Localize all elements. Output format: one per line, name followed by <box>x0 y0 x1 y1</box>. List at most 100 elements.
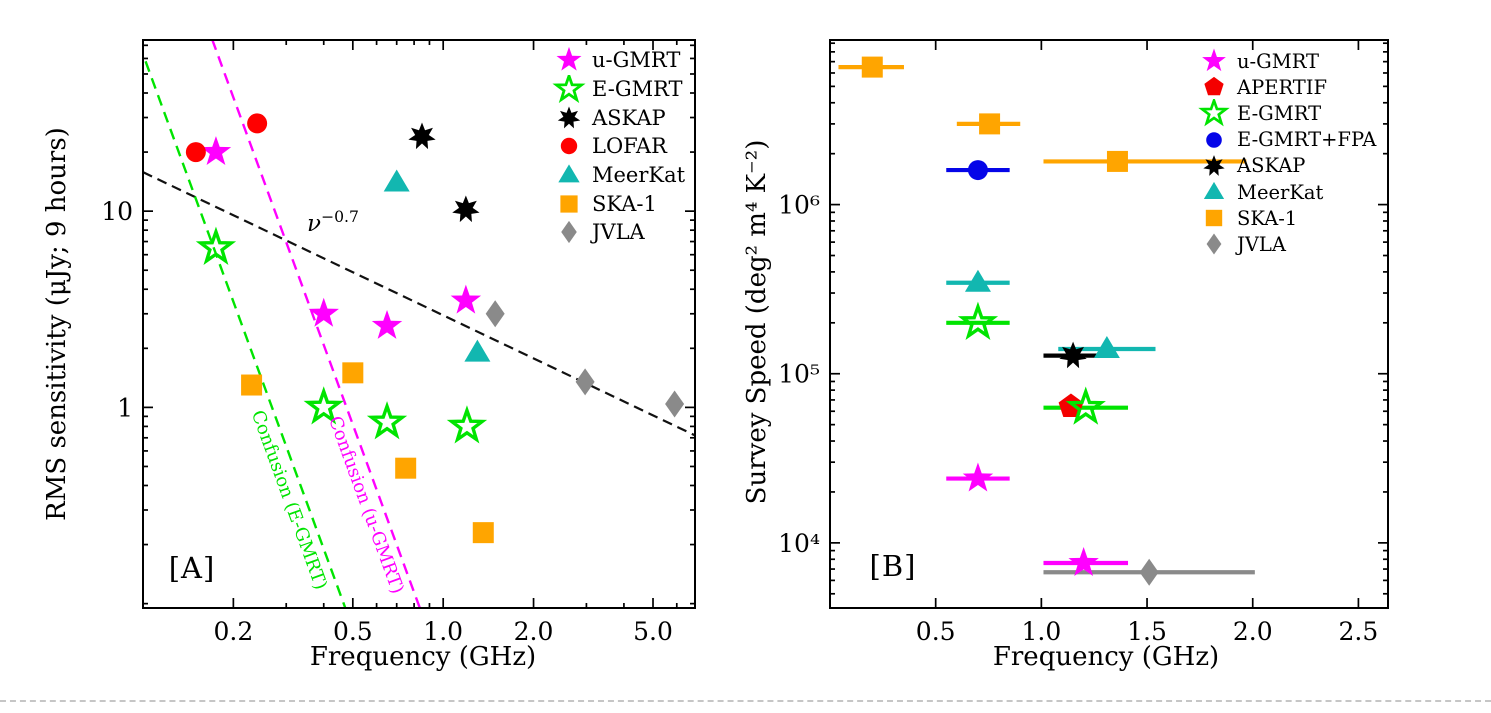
legend-label: E-GMRT <box>592 77 683 102</box>
triangle-icon <box>558 164 580 183</box>
legend-label: LOFAR <box>592 134 667 159</box>
star-marker <box>957 301 999 340</box>
confusion-u-gmrt-line <box>211 40 422 608</box>
panel-a-legend: u-GMRT E-GMRT ASKAP LOFAR MeerKat SKA-1 JVLA <box>550 46 685 247</box>
x-tick-label: 5.0 <box>633 617 673 646</box>
burst-marker <box>1059 341 1087 369</box>
triangle-marker <box>383 169 410 192</box>
y-tick-label: 10⁴ <box>778 529 820 558</box>
legend-item-lofar: LOFAR <box>550 132 685 161</box>
triangle-marker <box>1093 336 1120 359</box>
legend-label: E-GMRT+FPA <box>1237 128 1377 152</box>
legend-item-askap: ASKAP <box>550 103 685 132</box>
legend-label: u-GMRT <box>1237 49 1320 73</box>
legend-label: MeerKat <box>592 163 686 188</box>
circle-icon <box>1206 131 1222 148</box>
x-tick-label: 0.2 <box>213 617 253 646</box>
panel-a-reference-lines <box>143 40 695 608</box>
legend-label: ASKAP <box>592 105 666 130</box>
diamond-icon <box>561 221 577 244</box>
star-icon <box>556 47 582 71</box>
legend-label: JVLA <box>592 220 645 245</box>
square-marker <box>1106 150 1128 172</box>
x-tick-label: 1.0 <box>1021 617 1061 646</box>
legend-label: E-GMRT <box>1237 101 1322 125</box>
legend-item-apertif: APERTIF <box>1195 74 1376 100</box>
legend-item-e-gmrt-fpa: E-GMRT+FPA <box>1195 127 1376 153</box>
star-open-icon <box>552 75 586 104</box>
circle-marker <box>560 138 578 155</box>
star-marker <box>556 47 582 71</box>
diamond-icon <box>1206 233 1222 255</box>
star-icon <box>1202 48 1226 72</box>
legend-label: SKA-1 <box>1237 206 1298 230</box>
star-marker <box>200 136 232 166</box>
legend-item-meerkat: MeerKat <box>550 161 685 190</box>
panel-b-x-axis-label: Frequency (GHz) <box>992 642 1220 672</box>
panel-a-tick-labels: 0.2 0.5 1.0 2.0 5.0 1 10 <box>101 197 673 646</box>
diamond-marker <box>575 368 595 396</box>
square-marker <box>979 113 1001 135</box>
star-marker <box>366 401 408 440</box>
square-marker <box>241 374 263 396</box>
panel-b-tick-labels: 0.5 1.0 1.5 2.0 2.5 10⁴ 10⁵ 10⁶ <box>778 191 1378 646</box>
panel-b-series <box>838 56 1255 586</box>
legend-item-u-gmrt: u-GMRT <box>550 46 685 75</box>
panel-b-plot-area: 0.5 1.0 1.5 2.0 2.5 10⁴ 10⁵ 10⁶ <box>778 39 1389 646</box>
circle-marker <box>1206 131 1222 148</box>
burst-star-icon <box>557 106 581 129</box>
legend-item-askap: ASKAP <box>1195 153 1376 179</box>
diamond-marker <box>1139 558 1159 586</box>
panel-b-legend: u-GMRT APERTIF E-GMRT E-GMRT+FPA ASKAP MeerKa… <box>1195 48 1376 258</box>
burst-star-icon <box>1203 154 1225 176</box>
square-icon <box>560 195 578 213</box>
x-tick-label: 2.0 <box>1233 617 1273 646</box>
diamond-marker <box>665 390 685 418</box>
square-marker <box>1205 210 1223 227</box>
legend-item-e-gmrt: E-GMRT <box>550 75 685 104</box>
panel-a-ticks <box>143 40 695 608</box>
panel-a-plot-area: 0.2 0.5 1.0 2.0 5.0 1 10 <box>101 39 696 646</box>
square-marker <box>342 362 364 384</box>
panel-a-x-axis-label: Frequency (GHz) <box>309 642 537 672</box>
legend-item-meerkat: MeerKat <box>1195 179 1376 205</box>
panel-a-label: [A] <box>168 551 216 585</box>
legend-item-jvla: JVLA <box>550 218 685 247</box>
x-tick-label: 1.5 <box>1127 617 1167 646</box>
square-icon <box>1205 210 1223 227</box>
legend-item-jvla: JVLA <box>1195 231 1376 257</box>
burst-marker <box>408 122 436 150</box>
y-tick-label: 10⁶ <box>778 191 820 220</box>
square-marker <box>472 522 494 544</box>
triangle-marker <box>558 164 580 183</box>
star-marker <box>308 297 339 327</box>
y-tick-label: 1 <box>117 393 133 422</box>
circle-marker <box>247 113 268 134</box>
panel-a-series <box>185 113 685 544</box>
star-marker <box>1065 386 1106 425</box>
diamond-marker <box>485 300 505 328</box>
legend-label: APERTIF <box>1237 75 1328 99</box>
panel-b-frame <box>829 39 1389 609</box>
y-tick-label: 10⁵ <box>778 360 820 389</box>
star-marker <box>1068 547 1099 576</box>
panel-b-ticks <box>830 40 1388 608</box>
panel-b-label: [B] <box>869 549 917 583</box>
legend-label: SKA-1 <box>592 191 657 216</box>
legend-label: MeerKat <box>1237 180 1324 204</box>
diamond-marker <box>1206 233 1222 255</box>
pentagon-marker <box>1204 77 1224 96</box>
star-open-icon <box>1198 99 1230 127</box>
circle-marker <box>185 142 206 163</box>
burst-marker <box>452 195 480 223</box>
triangle-marker <box>964 269 991 292</box>
star-marker <box>1198 99 1230 127</box>
panel-a-frame <box>142 39 696 609</box>
star-marker <box>195 226 237 266</box>
pentagon-marker <box>1058 393 1084 418</box>
star-marker <box>552 75 586 104</box>
star-marker <box>446 405 488 444</box>
panel-a-y-axis-label: RMS sensitivity (μJy; 9 hours) <box>42 127 72 521</box>
panel-b-y-axis-label: Survey Speed (deg² m⁴ K⁻²) <box>742 139 772 505</box>
